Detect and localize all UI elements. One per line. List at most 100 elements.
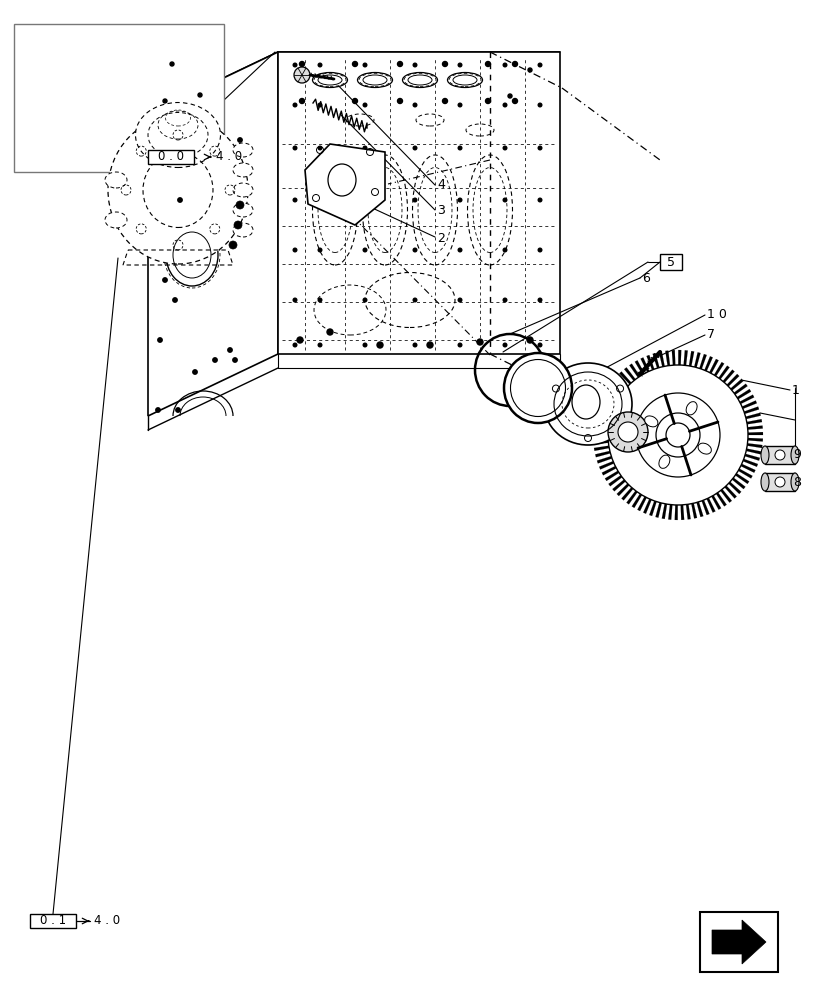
Circle shape [294,67,310,83]
Circle shape [459,198,462,202]
Polygon shape [595,416,610,421]
Polygon shape [738,469,752,478]
Polygon shape [745,454,760,461]
Polygon shape [734,384,747,395]
Polygon shape [681,505,684,520]
Text: 6: 6 [642,271,650,284]
Polygon shape [694,352,700,368]
Polygon shape [712,495,721,510]
Polygon shape [622,487,633,500]
Polygon shape [699,354,707,369]
Circle shape [413,103,417,107]
Circle shape [539,298,542,302]
Circle shape [363,63,367,67]
Polygon shape [748,432,763,435]
Circle shape [666,423,690,447]
Polygon shape [746,413,761,419]
Circle shape [503,198,507,202]
Polygon shape [714,362,725,376]
Circle shape [363,343,367,347]
Polygon shape [305,144,385,225]
Ellipse shape [166,224,218,286]
Bar [660,254,682,270]
Circle shape [486,99,490,104]
Polygon shape [737,389,751,399]
Ellipse shape [791,473,799,491]
Circle shape [140,148,149,158]
Circle shape [486,62,490,66]
Circle shape [103,148,113,158]
Ellipse shape [402,73,437,88]
Polygon shape [593,440,609,444]
Ellipse shape [105,172,127,188]
Bar [30,914,76,928]
Polygon shape [672,350,676,365]
Circle shape [459,248,462,252]
Text: 8: 8 [793,476,801,488]
Polygon shape [742,401,756,409]
Circle shape [229,241,237,249]
Bar [765,446,795,464]
Ellipse shape [504,353,572,423]
Circle shape [353,62,357,66]
Circle shape [508,94,512,98]
Ellipse shape [233,143,253,157]
Polygon shape [650,501,657,516]
Polygon shape [619,372,632,384]
Polygon shape [635,360,645,375]
Ellipse shape [176,174,194,186]
Circle shape [459,103,462,107]
Circle shape [539,343,542,347]
Polygon shape [597,456,612,463]
Circle shape [318,343,322,347]
Polygon shape [594,446,610,451]
Polygon shape [702,500,709,515]
Circle shape [477,339,483,345]
Polygon shape [659,352,665,367]
Ellipse shape [791,446,799,464]
Polygon shape [716,492,726,506]
Circle shape [539,198,542,202]
Circle shape [318,248,322,252]
Polygon shape [686,504,690,519]
Circle shape [297,337,303,343]
Circle shape [459,343,462,347]
Circle shape [413,146,417,150]
Ellipse shape [686,402,697,415]
Polygon shape [629,364,640,378]
Polygon shape [689,351,694,366]
Polygon shape [148,52,560,114]
Circle shape [413,198,417,202]
Circle shape [173,298,177,302]
Polygon shape [653,353,659,368]
Circle shape [293,298,297,302]
Circle shape [156,408,160,412]
Ellipse shape [357,73,392,88]
Circle shape [193,370,197,374]
Circle shape [173,128,177,132]
Circle shape [503,146,507,150]
Ellipse shape [761,473,769,491]
Text: 4 . 0: 4 . 0 [216,150,242,163]
Text: 4: 4 [437,178,445,192]
Circle shape [608,412,648,452]
Polygon shape [723,370,734,383]
Polygon shape [747,419,762,424]
Polygon shape [729,482,741,494]
Circle shape [503,103,507,107]
Polygon shape [668,505,672,520]
Polygon shape [744,407,759,414]
Circle shape [459,146,462,150]
Polygon shape [735,473,749,484]
Polygon shape [595,451,610,457]
Circle shape [539,103,542,107]
Polygon shape [704,356,712,371]
Text: 1: 1 [792,383,800,396]
Polygon shape [95,120,191,160]
Ellipse shape [313,73,348,88]
Circle shape [353,99,357,104]
Circle shape [157,148,167,158]
Circle shape [159,89,177,107]
Polygon shape [278,52,560,354]
Polygon shape [725,486,737,498]
